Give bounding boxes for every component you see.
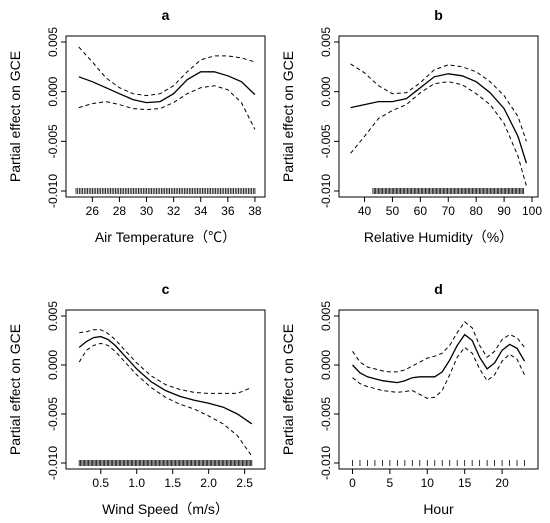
panel-letter-d: d (434, 281, 443, 297)
panel-letter-b: b (434, 7, 443, 23)
ci-upper-line-d (352, 321, 525, 373)
x-tick-label-a: 34 (194, 204, 208, 218)
fitted-line-b (350, 73, 528, 164)
x-tick-label-a: 36 (221, 204, 235, 218)
y-tick-label-a: 0.005 (46, 27, 60, 57)
plot-box-b (338, 35, 539, 198)
x-tick-label-c: 1.5 (164, 476, 181, 490)
x-tick-label-b: 80 (469, 204, 483, 218)
ci-lower-line-a (78, 85, 256, 130)
ci-lower-line-d (352, 346, 525, 399)
x-tick-label-b: 70 (442, 204, 456, 218)
y-tick-label-b: -0.010 (319, 174, 333, 208)
ci-lower-line-b (350, 81, 527, 187)
y-tick-label-d: 0.000 (319, 350, 333, 380)
panel-letter-c: c (162, 281, 170, 297)
plot-box-a (65, 35, 266, 198)
x-tick-label-a: 32 (167, 204, 181, 218)
x-tick-label-d: 0 (349, 476, 356, 490)
x-axis-title-d: Hour (423, 501, 454, 517)
ci-upper-line-b (350, 63, 527, 142)
y-tick-label-d: -0.005 (319, 397, 333, 431)
x-tick-label-d: 20 (495, 476, 509, 490)
x-tick-label-b: 40 (358, 204, 372, 218)
x-tick-label-d: 5 (387, 476, 394, 490)
x-tick-label-d: 15 (458, 476, 472, 490)
x-tick-label-a: 38 (248, 204, 262, 218)
y-tick-label-d: -0.010 (319, 446, 333, 480)
x-tick-label-b: 100 (522, 204, 542, 218)
x-tick-label-b: 60 (414, 204, 428, 218)
y-axis-title-d: Partial effect on GCE (280, 324, 296, 455)
y-tick-label-b: 0.000 (319, 76, 333, 106)
y-tick-label-c: -0.010 (46, 446, 60, 480)
y-axis-title-b: Partial effect on GCE (280, 51, 296, 182)
ci-lower-line-c (78, 342, 253, 457)
panel-letter-a: a (162, 7, 170, 23)
y-tick-label-a: -0.005 (46, 124, 60, 158)
x-axis-title-b: Relative Humidity（%） (364, 229, 513, 245)
y-tick-label-a: -0.010 (46, 174, 60, 208)
y-tick-label-b: -0.005 (319, 124, 333, 158)
y-tick-label-a: 0.000 (46, 76, 60, 106)
y-tick-label-d: 0.005 (319, 301, 333, 331)
y-tick-label-c: -0.005 (46, 397, 60, 431)
y-tick-label-b: 0.005 (319, 27, 333, 57)
ci-upper-line-a (78, 46, 256, 97)
x-tick-label-d: 10 (421, 476, 435, 490)
x-axis-title-a: Air Temperature（℃） (95, 229, 236, 245)
x-tick-label-c: 2.5 (236, 476, 253, 490)
plot-box-c (65, 309, 266, 470)
x-tick-label-c: 1.0 (128, 476, 145, 490)
fitted-line-a (78, 71, 256, 104)
y-axis-title-c: Partial effect on GCE (7, 324, 23, 455)
fitted-line-d (352, 333, 526, 384)
x-tick-label-c: 0.5 (92, 476, 109, 490)
y-axis-title-a: Partial effect on GCE (7, 51, 23, 182)
fitted-line-c (78, 335, 253, 425)
x-tick-label-a: 28 (113, 204, 127, 218)
x-tick-label-b: 50 (386, 204, 400, 218)
ci-upper-line-c (79, 329, 252, 394)
y-tick-label-c: 0.000 (46, 350, 60, 380)
x-axis-title-c: Wind Speed（m/s） (102, 501, 229, 517)
x-tick-label-a: 26 (86, 204, 100, 218)
y-tick-label-c: 0.005 (46, 301, 60, 331)
x-tick-label-b: 90 (497, 204, 511, 218)
x-tick-label-a: 30 (140, 204, 154, 218)
x-tick-label-c: 2.0 (200, 476, 217, 490)
plot-box-d (338, 309, 539, 470)
